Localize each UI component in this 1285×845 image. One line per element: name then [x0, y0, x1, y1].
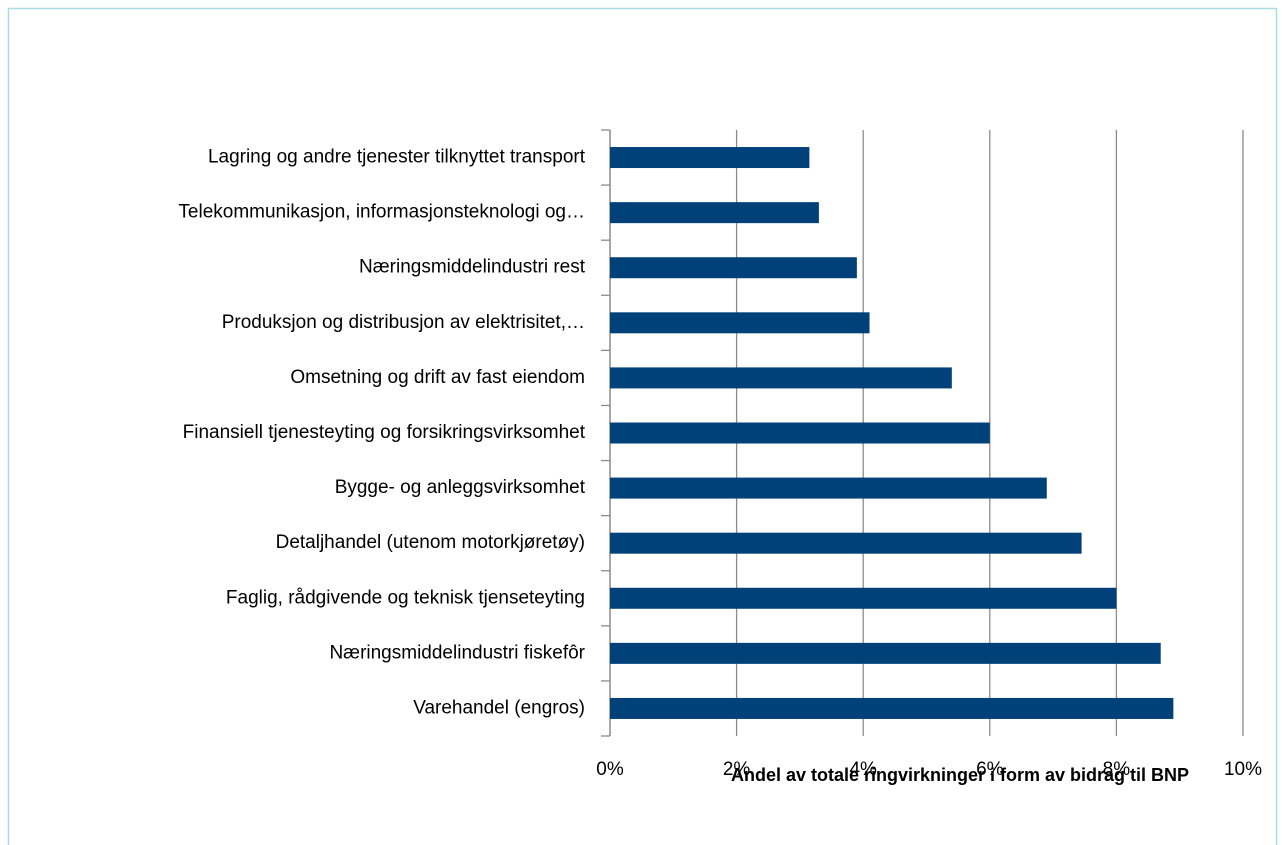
bar [610, 422, 990, 444]
x-tick-label: 0% [596, 759, 624, 780]
y-tick-label: Næringsmiddelindustri rest [359, 257, 586, 278]
y-tick-label: Bygge- og anleggsvirksomhet [335, 477, 586, 498]
bar [610, 257, 857, 279]
bar [610, 532, 1082, 554]
y-tick-label: Finansiell tjenesteyting og forsikringsv… [183, 422, 586, 443]
bar [610, 367, 952, 389]
bar [610, 477, 1047, 499]
y-tick-label: Telekommunikasjon, informasjonsteknologi… [178, 202, 585, 223]
x-tick-label: 10% [1224, 759, 1262, 780]
chart-frame [7, 7, 1278, 845]
x-tick-label: 2% [723, 759, 751, 780]
x-tick-label: 6% [976, 759, 1004, 780]
x-tick-label: 4% [849, 759, 877, 780]
y-tick-label: Varehandel (engros) [413, 697, 585, 718]
bar [610, 202, 819, 224]
bar [610, 697, 1174, 719]
x-axis-title: Andel av totale ringvirkninger i form av… [731, 765, 1189, 785]
bar [610, 312, 870, 334]
bar [610, 587, 1117, 609]
bar [610, 642, 1161, 664]
y-tick-label: Omsetning og drift av fast eiendom [290, 367, 585, 388]
bar [610, 147, 810, 169]
y-tick-label: Lagring og andre tjenester tilknyttet tr… [208, 147, 586, 168]
y-tick-label: Detaljhandel (utenom motorkjøretøy) [276, 532, 585, 553]
y-tick-label: Faglig, rådgivende og teknisk tjenseteyt… [226, 587, 585, 608]
y-tick-label: Produksjon og distribusjon av elektrisit… [222, 312, 585, 333]
y-tick-label: Næringsmiddelindustri fiskefôr [329, 642, 585, 663]
x-tick-label: 8% [1103, 759, 1131, 780]
